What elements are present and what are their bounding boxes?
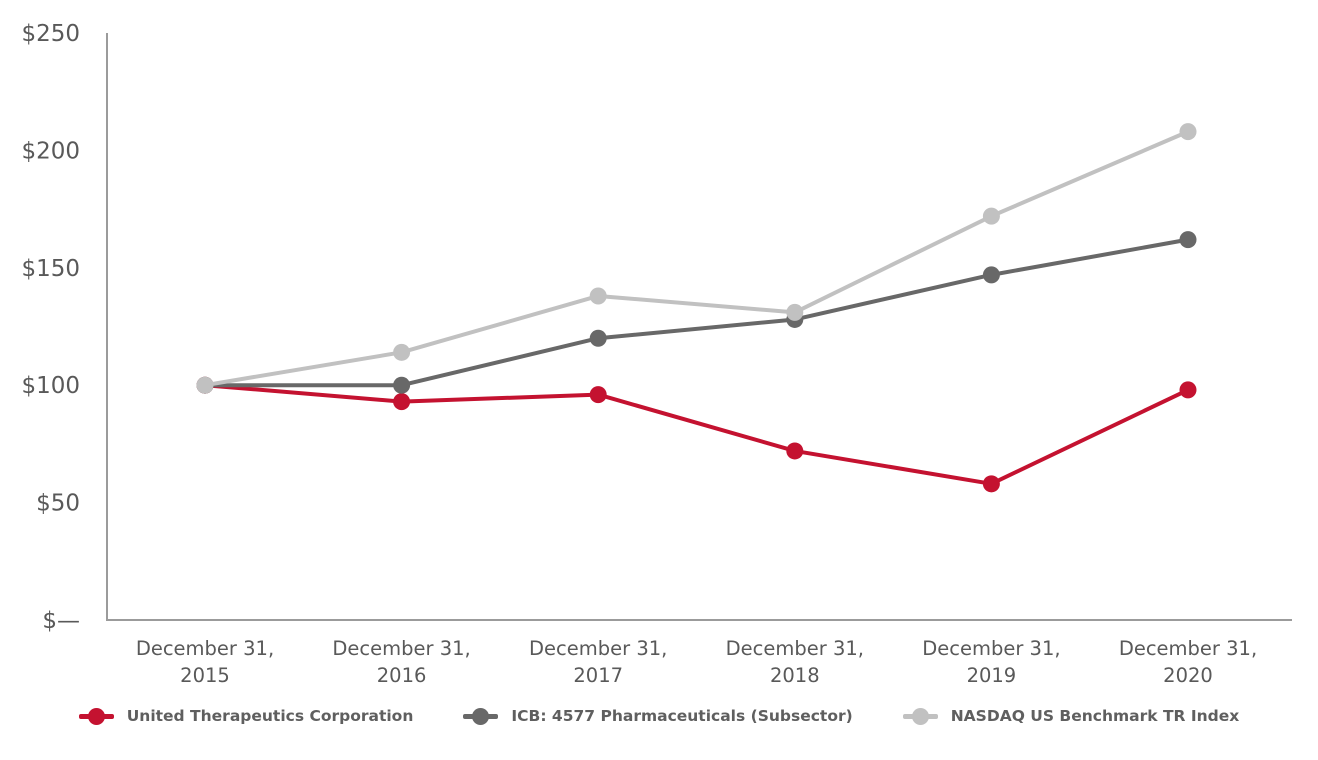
series-point bbox=[589, 287, 607, 305]
legend-marker-nasdaq-benchmark bbox=[902, 707, 938, 725]
y-axis-tick-label: $50 bbox=[36, 491, 80, 517]
series-point bbox=[393, 393, 411, 411]
x-axis-tick-label-line2: 2016 bbox=[377, 664, 427, 687]
x-axis-tick-label-line1: December 31, bbox=[1119, 637, 1257, 660]
legend-label-united-therapeutics: United Therapeutics Corporation bbox=[126, 707, 414, 725]
series-point bbox=[1179, 123, 1197, 141]
series-point bbox=[786, 303, 804, 321]
legend-dot-icon bbox=[87, 707, 105, 725]
series-point bbox=[982, 266, 1000, 284]
chart-legend: United Therapeutics Corporation ICB: 457… bbox=[0, 707, 1318, 725]
legend-label-icb-pharmaceuticals: ICB: 4577 Pharmaceuticals (Subsector) bbox=[511, 707, 853, 725]
y-axis-tick-label: $150 bbox=[21, 256, 80, 282]
y-axis-tick-label: $250 bbox=[21, 21, 80, 47]
series-point bbox=[589, 329, 607, 347]
series-line-1 bbox=[203, 237, 1190, 388]
series-point bbox=[393, 376, 411, 394]
y-axis-tick-label: $— bbox=[42, 608, 80, 634]
x-axis-tick-label-line2: 2019 bbox=[967, 664, 1017, 687]
x-axis-tick-label-line2: 2020 bbox=[1163, 664, 1213, 687]
series-line-0 bbox=[203, 383, 1190, 486]
x-axis-tick-label-line2: 2015 bbox=[180, 664, 230, 687]
x-axis-tick-label-line1: December 31, bbox=[136, 637, 274, 660]
x-axis-tick-label-line1: December 31, bbox=[922, 637, 1060, 660]
legend-marker-icb-pharmaceuticals bbox=[463, 707, 499, 725]
legend-dot-icon bbox=[472, 707, 490, 725]
x-axis-tick-label-line2: 2018 bbox=[770, 664, 820, 687]
x-axis-tick-label-line2: 2017 bbox=[573, 664, 623, 687]
legend-dot-icon bbox=[911, 707, 929, 725]
legend-item-icb-pharmaceuticals: ICB: 4577 Pharmaceuticals (Subsector) bbox=[463, 707, 853, 725]
x-axis-tick-label-line1: December 31, bbox=[332, 637, 470, 660]
series-point bbox=[393, 343, 411, 361]
legend-marker-united-therapeutics bbox=[78, 707, 114, 725]
legend-item-nasdaq-benchmark: NASDAQ US Benchmark TR Index bbox=[902, 707, 1240, 725]
legend-label-nasdaq-benchmark: NASDAQ US Benchmark TR Index bbox=[950, 707, 1240, 725]
axis-lines bbox=[106, 33, 1292, 621]
legend-item-united-therapeutics: United Therapeutics Corporation bbox=[78, 707, 414, 725]
series-point bbox=[982, 475, 1000, 493]
series-line-2 bbox=[203, 129, 1190, 388]
series-point bbox=[1179, 231, 1197, 249]
series-point bbox=[982, 207, 1000, 225]
series-point bbox=[786, 442, 804, 460]
series-point bbox=[589, 386, 607, 404]
series-point bbox=[196, 376, 214, 394]
y-axis-tick-label: $100 bbox=[21, 373, 80, 399]
y-axis-tick-label: $200 bbox=[21, 138, 80, 164]
x-axis-tick-label-line1: December 31, bbox=[529, 637, 667, 660]
series-point bbox=[1179, 381, 1197, 399]
performance-chart-svg: $— $50 $100 $150 $200 $250 December 31, 2015 Dec… bbox=[21, 21, 1292, 687]
x-axis-tick-label-line1: December 31, bbox=[726, 637, 864, 660]
